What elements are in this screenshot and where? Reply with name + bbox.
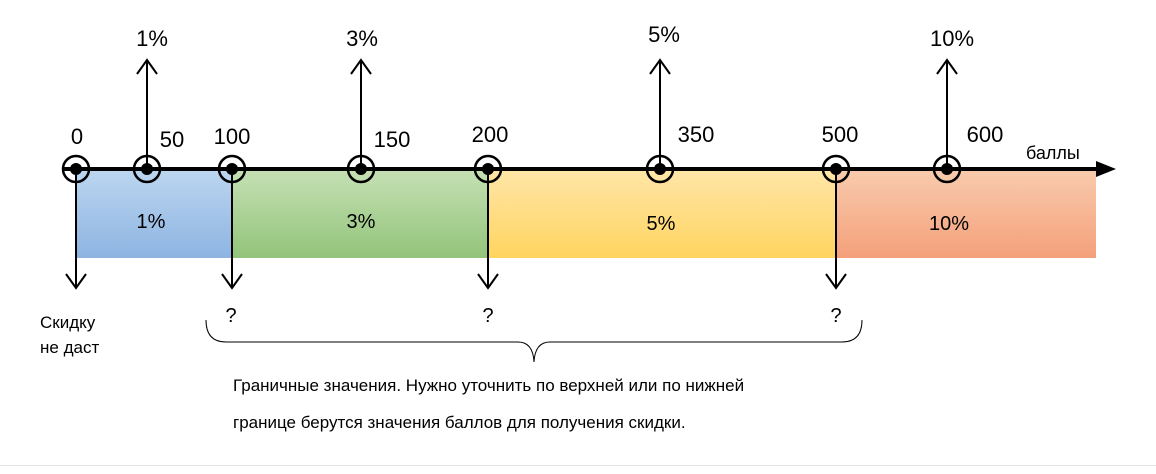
up-arrow-50	[136, 58, 158, 164]
zone-5-percent	[488, 170, 836, 258]
tick-label-600: 600	[967, 122, 1004, 147]
up-arrow-350	[649, 58, 671, 164]
tick-label-50: 50	[160, 127, 184, 152]
marker-50	[132, 154, 162, 184]
up-arrow-600	[936, 58, 958, 164]
note-line1: Граничные значения. Нужно уточнить по ве…	[233, 376, 744, 395]
tick-label-150: 150	[374, 127, 411, 152]
tick-label-200: 200	[472, 122, 509, 147]
marker-600	[932, 154, 962, 184]
up-label-1: 1%	[136, 26, 168, 51]
down-arrow-100	[221, 174, 243, 290]
down-arrow-500	[825, 174, 847, 290]
marker-0	[61, 154, 91, 184]
zone-label-3: 3%	[347, 211, 376, 233]
marker-200	[473, 154, 503, 184]
question-mark-200: ?	[482, 305, 493, 327]
down-arrow-0	[65, 174, 87, 290]
marker-500	[821, 154, 851, 184]
tick-label-100: 100	[214, 124, 251, 149]
axis-label: баллы	[1026, 143, 1080, 163]
tick-label-350: 350	[678, 122, 715, 147]
question-mark-500: ?	[830, 305, 841, 327]
tick-label-0: 0	[71, 124, 83, 149]
zone-label-1: 1%	[137, 211, 166, 233]
zone-3-percent	[232, 170, 488, 258]
up-label-5: 5%	[648, 22, 680, 47]
zone-label-10: 10%	[929, 213, 969, 235]
bottom-divider	[0, 465, 1156, 466]
marker-350	[645, 154, 675, 184]
tick-label-500: 500	[822, 122, 859, 147]
zone-1-percent	[76, 170, 232, 258]
zone-label-5: 5%	[647, 213, 676, 235]
note-line2: границе берутся значения баллов для полу…	[233, 413, 686, 432]
down-arrow-200	[477, 174, 499, 290]
no-discount-line1: Скидку	[40, 313, 96, 332]
up-label-10: 10%	[930, 26, 974, 51]
question-mark-100: ?	[225, 305, 236, 327]
up-label-3: 3%	[346, 26, 378, 51]
up-arrow-150	[350, 58, 372, 164]
zone-10-percent	[836, 170, 1096, 258]
no-discount-line2: не даст	[40, 338, 99, 357]
marker-150	[346, 154, 376, 184]
boundary-brace	[205, 319, 863, 363]
marker-100	[217, 154, 247, 184]
